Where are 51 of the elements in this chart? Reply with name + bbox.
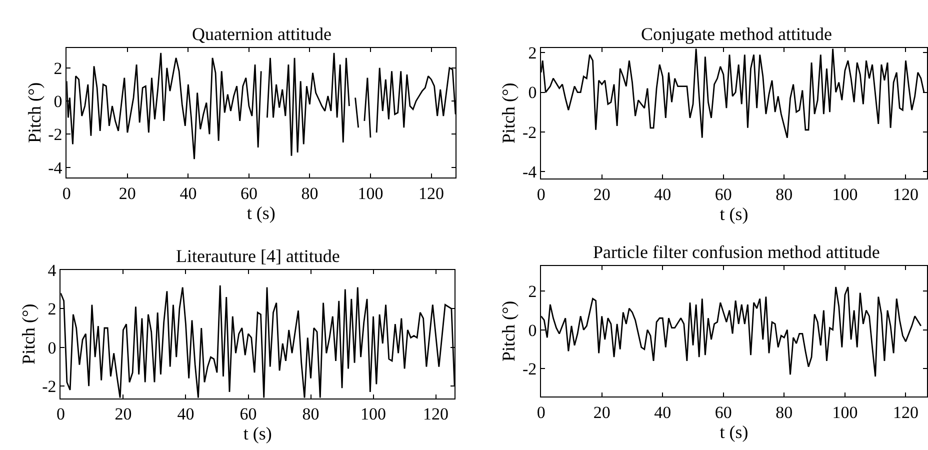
- y-tick-label: -4: [48, 158, 63, 178]
- y-tick-label: 4: [48, 260, 57, 280]
- y-axis-title: Pitch (°): [498, 82, 519, 144]
- x-tick-label: 40: [654, 402, 672, 422]
- x-tick-label: 80: [776, 184, 793, 204]
- x-axis-title: t (s): [246, 202, 276, 223]
- y-tick-label: 0: [48, 338, 56, 358]
- y-tick-label: 2: [528, 282, 537, 301]
- y-tick-label: 0: [528, 83, 537, 102]
- y-tick-label: 0: [528, 320, 537, 340]
- x-tick-label: 100: [832, 402, 858, 422]
- x-tick-label: 120: [423, 404, 449, 424]
- x-axis-title: t (s): [720, 422, 748, 442]
- x-tick-label: 40: [654, 184, 672, 204]
- y-tick-label: 2: [48, 300, 56, 319]
- x-tick-label: 120: [418, 184, 444, 203]
- chart-title: Quaternion attitude: [192, 24, 332, 44]
- chart-title: Conjugate method attitude: [641, 24, 832, 44]
- x-tick-label: 80: [302, 404, 320, 424]
- chart-title: Literauture [4] attitude: [176, 246, 340, 266]
- x-tick-label: 60: [714, 402, 732, 422]
- y-tick-label: -2: [522, 360, 537, 379]
- x-tick-label: 20: [114, 404, 132, 424]
- x-tick-label: 80: [301, 184, 318, 203]
- y-tick-label: 2: [54, 58, 62, 78]
- x-tick-label: 100: [358, 184, 384, 203]
- x-axis-title: t (s): [720, 204, 748, 224]
- y-tick-label: -2: [48, 125, 62, 144]
- y-axis-title: Pitch (°): [498, 300, 519, 362]
- y-tick-label: -2: [42, 377, 56, 396]
- x-tick-label: 120: [892, 184, 918, 204]
- x-tick-label: 20: [118, 184, 136, 203]
- y-axis-title: Pitch (°): [24, 82, 44, 144]
- x-tick-label: 100: [832, 184, 858, 204]
- x-tick-label: 40: [177, 404, 194, 424]
- x-tick-label: 40: [180, 184, 197, 203]
- x-tick-label: 20: [593, 402, 610, 422]
- y-tick-label: 2: [528, 44, 537, 63]
- chart-title: Particle filter confusion method attitude: [593, 242, 880, 262]
- x-tick-label: 60: [240, 404, 257, 424]
- x-tick-label: 120: [892, 402, 918, 422]
- y-axis-title: Pitch (°): [18, 304, 38, 364]
- x-tick-label: 100: [360, 404, 386, 424]
- y-tick-label: -2: [522, 122, 537, 142]
- y-tick-label: -4: [522, 162, 538, 182]
- x-axis-title: t (s): [243, 424, 272, 444]
- x-tick-label: 20: [593, 184, 610, 204]
- x-tick-label: 80: [776, 402, 793, 422]
- x-tick-label: 60: [240, 184, 258, 203]
- y-tick-label: 0: [54, 92, 62, 111]
- x-tick-label: 60: [714, 184, 732, 204]
